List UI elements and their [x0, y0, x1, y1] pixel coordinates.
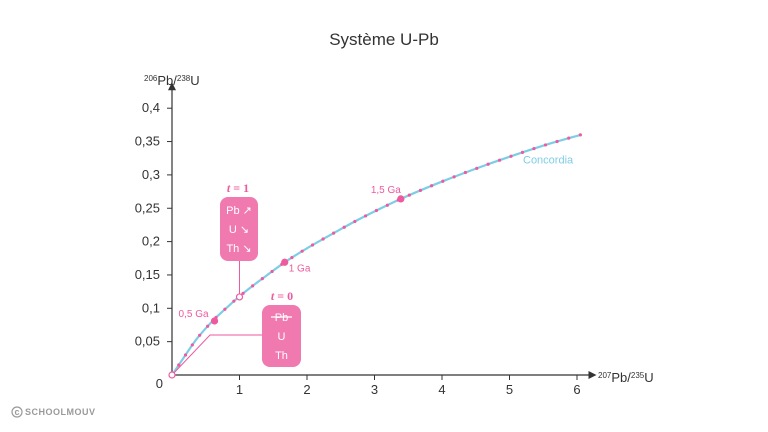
series-label: Concordia: [523, 155, 574, 167]
x-tick-label: 1: [236, 382, 243, 397]
t1-box-line: Th ↘: [226, 243, 251, 255]
curve-dot: [555, 139, 559, 144]
x-tick-label: 4: [438, 382, 445, 397]
t0-label: t = 0: [271, 289, 293, 303]
curve-dot: [206, 324, 210, 328]
ticks: 1 2 3 4 5 6 0,05 0,1 0,15 0,2 0,25 0,3 0,35 0,4 0: [135, 100, 581, 397]
svg-text:c: c: [15, 407, 21, 417]
curve-dot: [332, 231, 336, 235]
curve-dot: [183, 353, 188, 357]
curve-dot: [310, 243, 315, 247]
origin-point: [168, 371, 176, 379]
x-axis-arrow: [588, 371, 597, 379]
y-tick-label: 0,3: [142, 167, 160, 182]
curve-dot: [260, 277, 264, 281]
y-tick-label: 0,35: [135, 134, 160, 149]
age-marker-label: 1 Ga: [289, 263, 311, 274]
t0-box-line: Pb: [275, 312, 288, 324]
curve-dot: [190, 343, 194, 347]
curve-dot: [475, 166, 479, 170]
curve-dot: [520, 150, 525, 154]
age-marker-label: 0,5 Ga: [179, 309, 209, 320]
curve-dot: [300, 249, 304, 253]
age-marker: [397, 195, 405, 203]
curve-dot: [374, 208, 379, 213]
curve-dot: [251, 284, 255, 288]
curve-dot: [241, 291, 245, 295]
axes: [168, 82, 597, 379]
origin-label: 0: [156, 376, 163, 391]
t1-box-line: U ↘: [229, 224, 249, 236]
t0-box: [262, 305, 301, 367]
t0-connector: [171, 334, 262, 376]
x-tick-label: 2: [303, 382, 310, 397]
x-tick-label: 6: [573, 382, 580, 397]
brand-logo: c SCHOOLMOUV: [11, 406, 96, 418]
curve-dot: [486, 162, 490, 166]
y-tick-label: 0,2: [142, 234, 160, 249]
curve-dot: [567, 136, 571, 140]
curve-dot: [578, 133, 582, 137]
curve-dot: [232, 299, 236, 303]
curve-dot: [418, 188, 423, 192]
curve-dot: [509, 154, 513, 158]
curve-dot: [407, 193, 411, 197]
curve-dot: [364, 214, 368, 218]
age-marker-label: 1,5 Ga: [371, 185, 401, 196]
y-tick-label: 0,15: [135, 267, 160, 282]
curve-dot: [543, 143, 548, 147]
curve-dot: [342, 225, 346, 229]
t0-box-line: Th: [275, 350, 288, 362]
y-tick-label: 0,4: [142, 100, 160, 115]
curve-dot: [532, 146, 536, 151]
y-axis-label: 206Pb/238U: [144, 73, 200, 88]
age-marker: [281, 258, 289, 266]
t1-label: t = 1: [227, 181, 249, 195]
curve-dot: [321, 237, 325, 241]
y-axis-arrow: [168, 82, 176, 91]
y-tick-label: 0,05: [135, 334, 160, 349]
curve-dot: [463, 170, 468, 175]
t1-box: [220, 197, 258, 261]
x-axis-label: 207Pb/235U: [598, 370, 654, 385]
chart-title: Système U-Pb: [329, 30, 439, 49]
curve-dot: [290, 255, 294, 260]
concordia-curve: [171, 133, 581, 376]
y-tick-label: 0,1: [142, 300, 160, 315]
curve-dot: [441, 179, 445, 183]
curve-dot: [198, 333, 202, 337]
sample-point: [235, 293, 244, 301]
curve-dot: [452, 175, 456, 179]
t0-box-line: U: [278, 331, 286, 343]
x-tick-label: 5: [506, 382, 513, 397]
x-tick-label: 3: [371, 382, 378, 397]
curve-dot: [270, 269, 274, 274]
curve-dot: [223, 307, 227, 311]
t1-box-line: Pb ↗: [226, 205, 252, 217]
brand-name: SCHOOLMOUV: [25, 407, 96, 417]
annotations-layer: 0,5 Ga 1 Ga 1,5 Ga t = 1 Pb ↗ U ↘ Th ↘ t = 0 Pb U…: [168, 181, 405, 379]
curve-dot: [430, 184, 434, 188]
curve-dot: [353, 219, 357, 224]
age-marker: [210, 317, 219, 325]
curve-layer: Concordia: [170, 133, 582, 377]
curve-dot: [385, 203, 389, 207]
curve-dot: [497, 158, 502, 162]
curve-dot: [177, 363, 181, 367]
copyright-icon: [11, 406, 23, 418]
y-tick-label: 0,25: [135, 200, 160, 215]
